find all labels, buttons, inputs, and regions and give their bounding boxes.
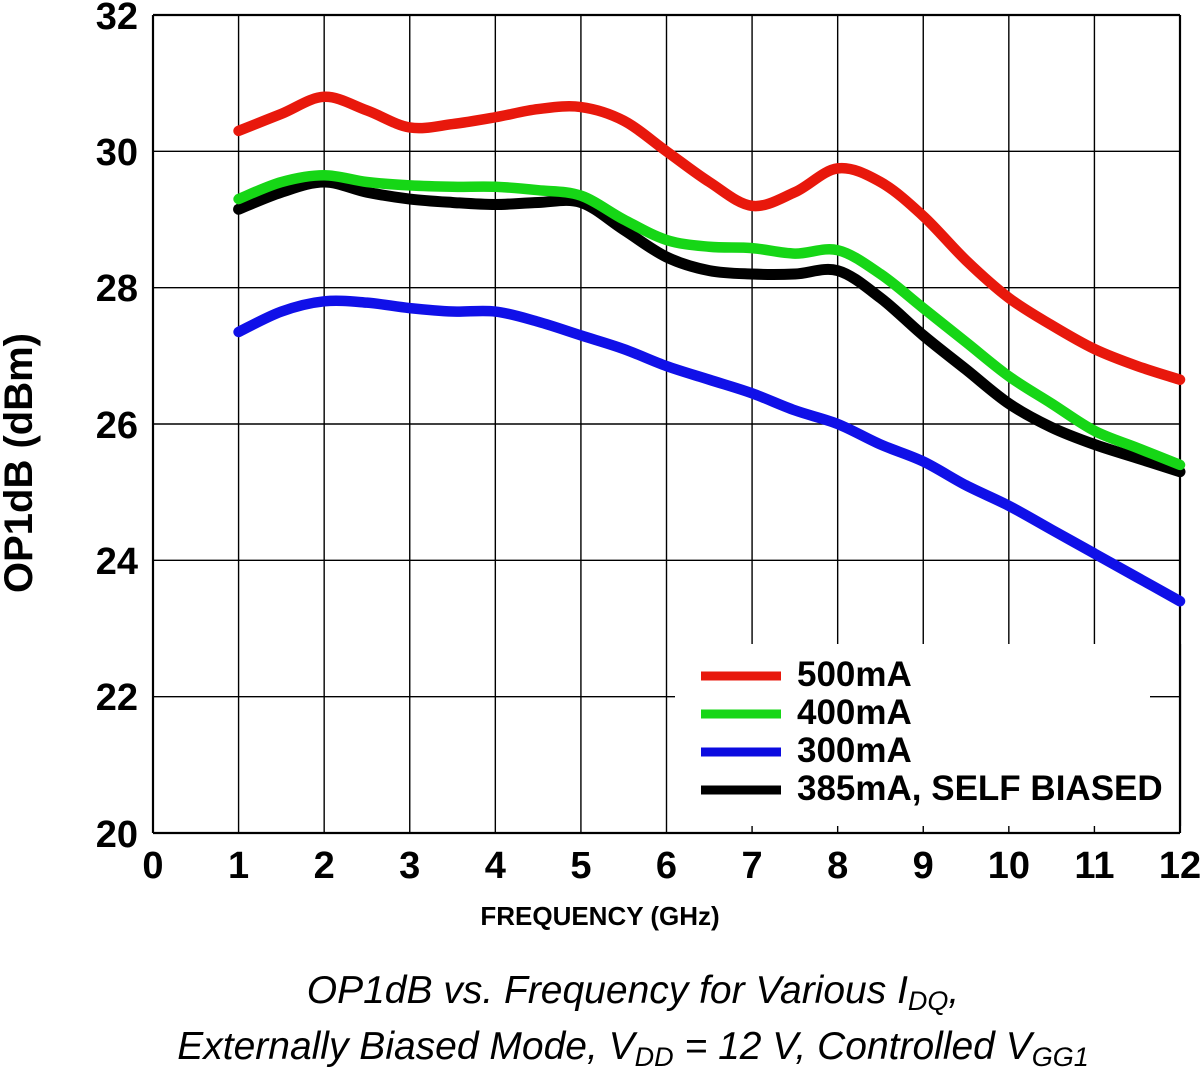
svg-text:4: 4 [485,845,506,887]
svg-text:6: 6 [656,845,677,887]
svg-text:32: 32 [96,0,138,38]
svg-text:24: 24 [96,541,138,583]
svg-text:1: 1 [228,845,249,887]
svg-text:Externally Biased Mode, VDD =: Externally Biased Mode, VDD = 12 V, Cont… [177,1025,1089,1072]
svg-text:300mA: 300mA [797,731,912,770]
svg-text:20: 20 [96,814,138,856]
svg-text:8: 8 [827,845,848,887]
svg-text:385mA, SELF BIASED: 385mA, SELF BIASED [797,769,1163,808]
svg-text:OP1dB vs. Frequency for Variou: OP1dB vs. Frequency for Various IDQ, [307,969,960,1016]
svg-text:500mA: 500mA [797,655,912,694]
svg-text:11: 11 [1074,845,1114,887]
svg-text:0: 0 [142,845,163,887]
svg-text:10: 10 [988,845,1030,887]
svg-text:3: 3 [399,845,420,887]
svg-text:22: 22 [96,677,138,719]
svg-text:12: 12 [1159,845,1200,887]
svg-text:2: 2 [314,845,335,887]
svg-text:FREQUENCY (GHz): FREQUENCY (GHz) [480,901,719,931]
svg-text:5: 5 [570,845,591,887]
svg-text:OP1dB (dBm): OP1dB (dBm) [0,333,41,593]
svg-text:400mA: 400mA [797,693,912,732]
svg-text:9: 9 [913,845,934,887]
svg-text:7: 7 [742,845,763,887]
svg-text:30: 30 [96,132,138,174]
svg-text:28: 28 [96,268,138,310]
svg-text:26: 26 [96,405,138,447]
